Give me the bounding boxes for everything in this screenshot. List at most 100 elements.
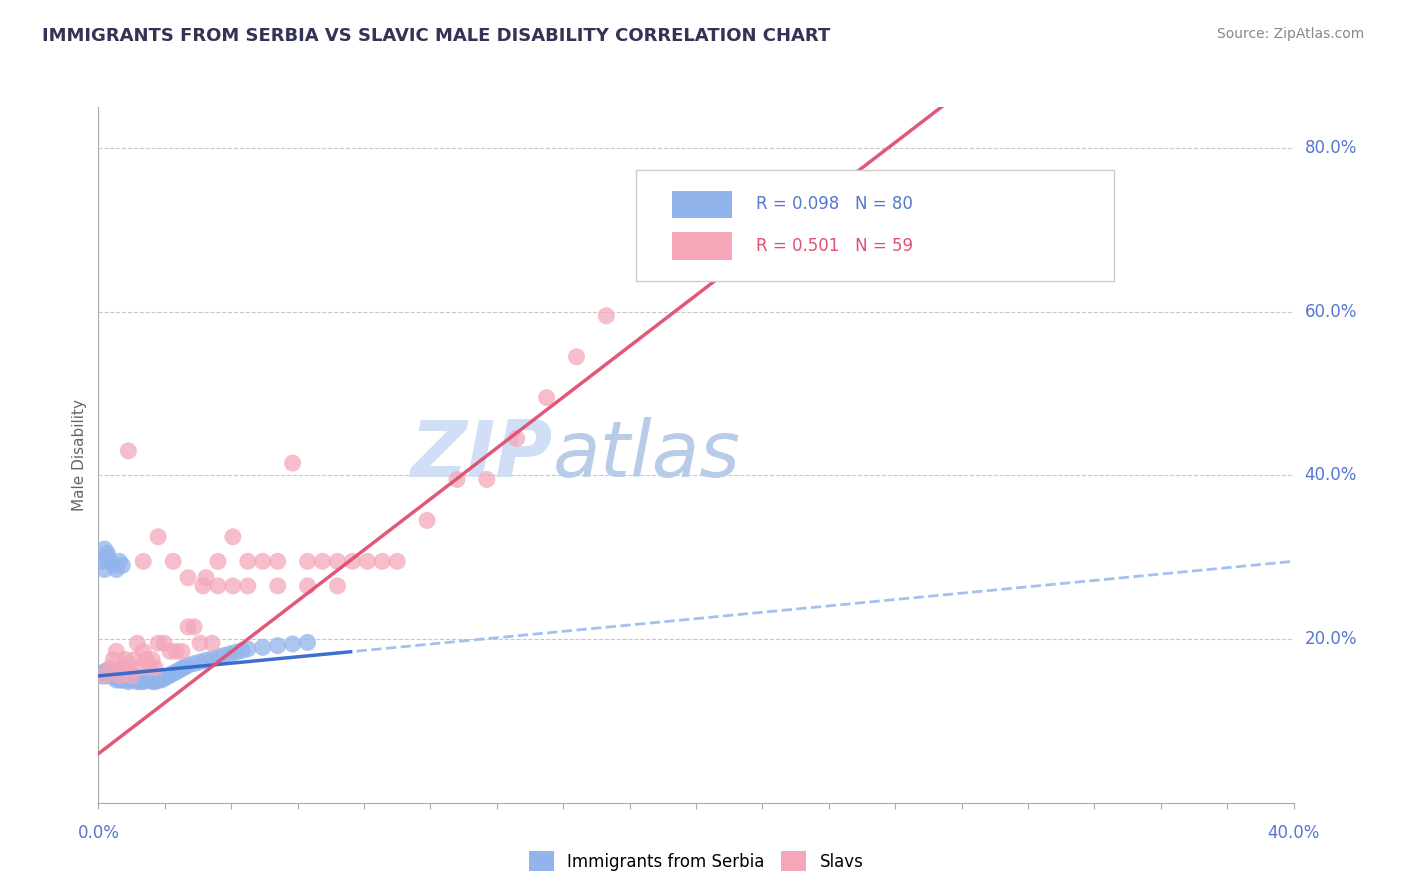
- Point: [148, 673, 170, 687]
- Point: [536, 391, 558, 405]
- Point: [98, 554, 122, 568]
- Point: [105, 665, 128, 679]
- FancyBboxPatch shape: [672, 191, 733, 219]
- Point: [148, 636, 170, 650]
- Point: [236, 579, 259, 593]
- Y-axis label: Male Disability: Male Disability: [72, 399, 87, 511]
- Point: [90, 669, 112, 683]
- Text: R = 0.501   N = 59: R = 0.501 N = 59: [756, 237, 912, 255]
- Point: [156, 670, 179, 684]
- Point: [356, 554, 378, 568]
- Point: [138, 669, 160, 683]
- Point: [114, 673, 136, 687]
- FancyBboxPatch shape: [636, 169, 1115, 281]
- Point: [93, 562, 115, 576]
- Point: [159, 644, 181, 658]
- Point: [103, 663, 125, 677]
- Point: [143, 671, 166, 685]
- Text: R = 0.098   N = 80: R = 0.098 N = 80: [756, 195, 912, 213]
- Point: [111, 673, 134, 687]
- Point: [124, 673, 146, 687]
- Point: [105, 669, 128, 683]
- Point: [141, 652, 163, 666]
- Point: [183, 620, 205, 634]
- Point: [105, 644, 128, 658]
- Point: [236, 641, 259, 656]
- Point: [207, 554, 229, 568]
- Point: [311, 554, 333, 568]
- Point: [98, 669, 122, 683]
- Point: [201, 651, 224, 665]
- Point: [371, 554, 394, 568]
- Text: 60.0%: 60.0%: [1305, 302, 1357, 321]
- Point: [165, 665, 187, 679]
- Point: [135, 669, 157, 683]
- Point: [132, 644, 155, 658]
- Point: [103, 669, 125, 683]
- Point: [194, 571, 218, 585]
- Point: [297, 635, 319, 649]
- Point: [194, 653, 218, 667]
- Point: [162, 666, 184, 681]
- Point: [231, 643, 253, 657]
- Point: [207, 579, 229, 593]
- Point: [96, 666, 118, 681]
- Point: [93, 669, 115, 683]
- Point: [385, 554, 409, 568]
- Point: [93, 542, 115, 557]
- Point: [108, 669, 131, 683]
- Point: [129, 671, 152, 685]
- Point: [177, 620, 200, 634]
- Point: [141, 674, 163, 689]
- Point: [212, 648, 235, 663]
- Point: [326, 554, 349, 568]
- Point: [111, 665, 134, 679]
- Point: [124, 652, 146, 666]
- Point: [219, 647, 242, 661]
- Point: [120, 669, 142, 683]
- Text: 40.0%: 40.0%: [1305, 467, 1357, 484]
- Point: [153, 672, 176, 686]
- Point: [565, 350, 588, 364]
- Point: [225, 645, 247, 659]
- Point: [120, 673, 142, 687]
- Point: [105, 562, 128, 576]
- Point: [108, 665, 131, 679]
- Text: 80.0%: 80.0%: [1305, 139, 1357, 157]
- Point: [120, 669, 142, 683]
- Point: [98, 663, 122, 677]
- Point: [281, 456, 304, 470]
- Point: [148, 669, 170, 683]
- Point: [297, 579, 319, 593]
- Point: [90, 554, 112, 568]
- Point: [108, 673, 131, 687]
- Point: [177, 571, 200, 585]
- Point: [297, 554, 319, 568]
- Point: [111, 661, 134, 675]
- Point: [108, 554, 131, 568]
- Point: [267, 639, 290, 653]
- Point: [342, 554, 364, 568]
- Point: [191, 579, 214, 593]
- Point: [207, 650, 229, 665]
- Point: [114, 652, 136, 666]
- Point: [153, 636, 176, 650]
- Point: [188, 636, 211, 650]
- Point: [98, 666, 122, 681]
- Point: [124, 669, 146, 683]
- Legend: Immigrants from Serbia, Slavs: Immigrants from Serbia, Slavs: [522, 845, 870, 878]
- Point: [326, 579, 349, 593]
- Point: [111, 558, 134, 573]
- Point: [172, 644, 194, 658]
- Point: [117, 674, 139, 689]
- Text: 0.0%: 0.0%: [77, 823, 120, 841]
- Point: [96, 546, 118, 560]
- Point: [132, 554, 155, 568]
- Point: [105, 673, 128, 687]
- Point: [148, 530, 170, 544]
- Point: [103, 558, 125, 573]
- Text: 20.0%: 20.0%: [1305, 630, 1357, 648]
- Point: [150, 673, 173, 687]
- Text: atlas: atlas: [553, 417, 741, 493]
- Point: [165, 644, 187, 658]
